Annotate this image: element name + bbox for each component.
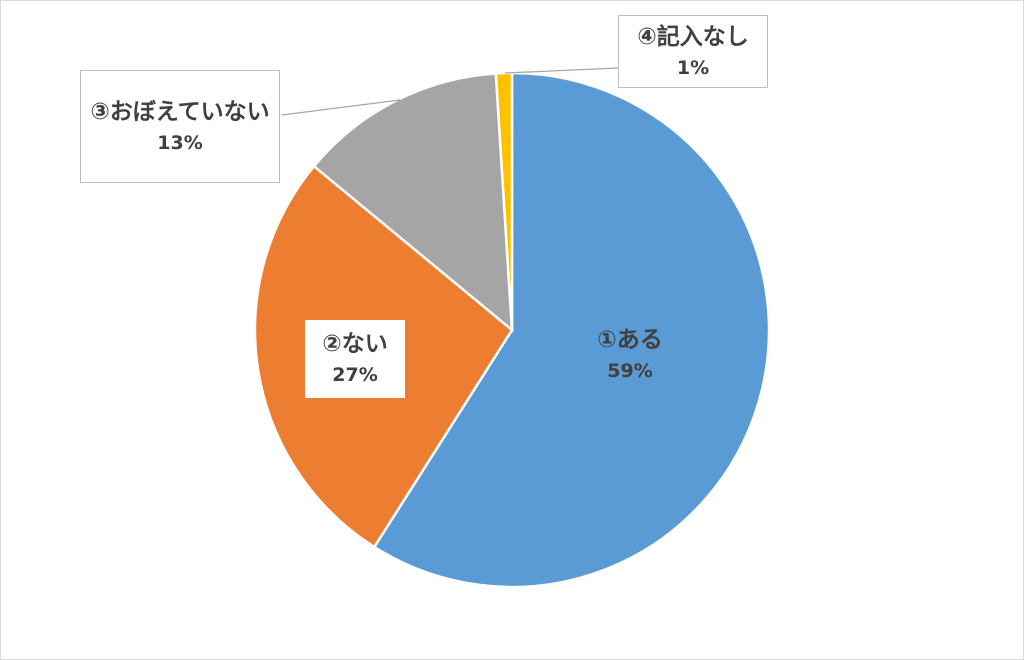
category-label: ④記入なし	[637, 23, 749, 50]
value-label: 59%	[607, 360, 653, 382]
leader-line	[281, 99, 401, 116]
data-label: ②ない 27%	[305, 320, 405, 398]
leader-line	[504, 67, 619, 74]
data-label: ④記入なし 1%	[618, 15, 768, 88]
data-label: ③おぼえていない 13%	[80, 70, 280, 183]
pie-slice	[372, 71, 771, 589]
value-label: 13%	[157, 131, 203, 154]
category-label: ②ない	[322, 331, 388, 357]
value-label: 27%	[332, 364, 378, 386]
data-label: ①ある 59%	[580, 315, 680, 395]
value-label: 1%	[676, 56, 710, 79]
category-label: ①ある	[597, 327, 663, 353]
category-label: ③おぼえていない	[90, 98, 270, 125]
